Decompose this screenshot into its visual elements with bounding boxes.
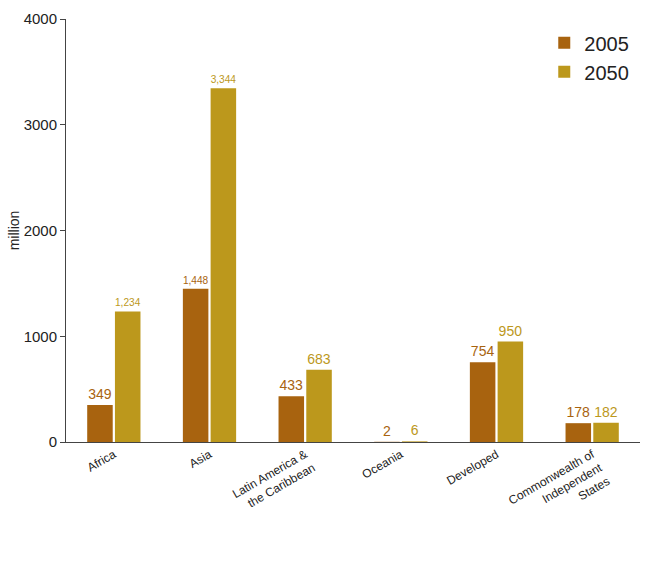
svg-text:2: 2: [383, 423, 391, 439]
svg-text:Developed: Developed: [444, 447, 501, 488]
svg-text:Latin America &the Caribbean: Latin America &the Caribbean: [230, 447, 318, 515]
svg-text:3,344: 3,344: [211, 74, 237, 85]
svg-text:Asia: Asia: [187, 447, 214, 471]
svg-text:2000: 2000: [24, 222, 57, 239]
svg-text:178: 178: [567, 404, 591, 420]
svg-text:4000: 4000: [24, 10, 57, 27]
svg-text:2005: 2005: [584, 33, 629, 55]
svg-text:Oceania: Oceania: [360, 447, 406, 482]
svg-text:1000: 1000: [24, 328, 57, 345]
svg-text:182: 182: [594, 404, 618, 420]
svg-text:2050: 2050: [584, 62, 629, 84]
svg-text:3000: 3000: [24, 116, 57, 133]
svg-text:0: 0: [49, 433, 57, 450]
svg-text:6: 6: [411, 422, 419, 438]
svg-text:433: 433: [280, 377, 304, 393]
svg-text:950: 950: [499, 323, 523, 339]
svg-text:million: million: [6, 211, 22, 251]
svg-text:1,448: 1,448: [183, 275, 209, 286]
svg-text:754: 754: [471, 343, 495, 359]
svg-text:683: 683: [307, 351, 331, 367]
svg-text:Africa: Africa: [85, 447, 119, 475]
svg-text:349: 349: [88, 386, 112, 402]
svg-text:1,234: 1,234: [115, 297, 141, 308]
svg-text:Commonwealth ofIndependentStat: Commonwealth ofIndependentStates: [506, 447, 613, 535]
